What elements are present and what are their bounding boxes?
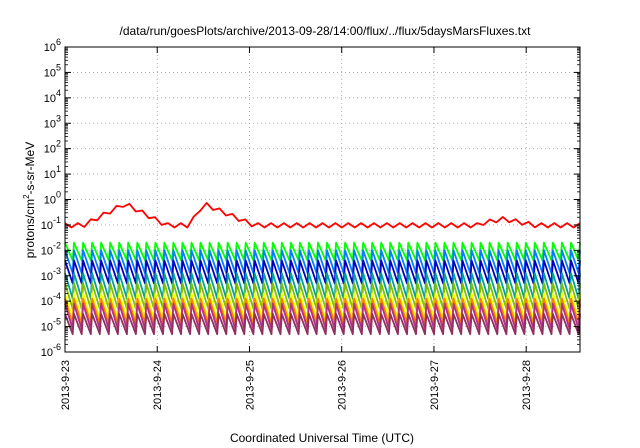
- y-tick-exp: 0: [56, 190, 61, 200]
- x-axis-ticks: 2013-9-23 2013-9-24 2013-9-25 2013-9-26 2013…: [60, 47, 533, 410]
- series-group: [64, 202, 581, 336]
- y-tick-base: 10: [41, 220, 53, 232]
- y-axis-label-main: protons/cm: [23, 199, 37, 258]
- x-tick-label: 2013-9-28: [521, 360, 533, 410]
- y-tick-exp: -1: [53, 215, 61, 225]
- y-tick-label: 102: [44, 139, 61, 156]
- y-tick-base: 10: [44, 144, 56, 156]
- y-tick-label: 100: [44, 190, 61, 207]
- y-tick-exp: 3: [56, 113, 61, 123]
- y-axis-label-sup: 2: [22, 194, 31, 199]
- y-tick-base: 10: [41, 347, 53, 359]
- y-tick-label: 10-5: [41, 317, 61, 334]
- y-tick-base: 10: [44, 169, 56, 181]
- y-tick-exp: -6: [53, 342, 61, 352]
- y-tick-base: 10: [41, 245, 53, 257]
- y-tick-exp: 1: [56, 164, 61, 174]
- x-tick-label: 2013-9-25: [244, 360, 256, 410]
- x-tick-label: 2013-9-24: [152, 360, 164, 410]
- y-tick-base: 10: [44, 67, 56, 79]
- y-axis-label-tail: -s-sr-MeV: [23, 142, 37, 195]
- y-tick-label: 10-2: [41, 240, 61, 257]
- y-tick-exp: 6: [56, 37, 61, 47]
- y-tick-base: 10: [44, 93, 56, 105]
- x-axis-label: Coordinated Universal Time (UTC): [230, 431, 414, 445]
- y-tick-exp: 2: [56, 139, 61, 149]
- y-tick-label: 10-1: [41, 215, 61, 232]
- y-tick-label: 106: [44, 37, 61, 54]
- y-tick-label: 10-4: [41, 291, 61, 308]
- y-tick-base: 10: [41, 296, 53, 308]
- x-tick-label: 2013-9-26: [337, 360, 349, 410]
- y-tick-base: 10: [41, 322, 53, 334]
- y-tick-base: 10: [44, 42, 56, 54]
- y-tick-label: 105: [44, 62, 61, 79]
- series-line-1: [64, 241, 581, 262]
- y-tick-base: 10: [41, 271, 53, 283]
- y-tick-exp: -4: [53, 291, 61, 301]
- series-line-0: [64, 202, 581, 229]
- y-tick-exp: -2: [53, 240, 61, 250]
- x-tick-label: 2013-9-27: [429, 360, 441, 410]
- y-tick-label: 10-3: [41, 266, 61, 283]
- y-tick-label: 10-6: [41, 342, 61, 359]
- y-tick-label: 101: [44, 164, 61, 181]
- y-tick-exp: -5: [53, 317, 61, 327]
- grid-lines: [65, 47, 580, 352]
- y-tick-exp: 4: [56, 88, 61, 98]
- y-tick-base: 10: [44, 195, 56, 207]
- y-tick-base: 10: [44, 118, 56, 130]
- series-line-9: [64, 313, 581, 336]
- plot-frame: [64, 46, 581, 353]
- y-tick-label: 103: [44, 113, 61, 130]
- y-tick-label: 104: [44, 88, 61, 105]
- x-tick-label: 2013-9-23: [60, 360, 72, 410]
- y-axis-label: protons/cm2-s-sr-MeV: [22, 142, 37, 258]
- y-tick-exp: 5: [56, 62, 61, 72]
- y-tick-exp: -3: [53, 266, 61, 276]
- chart-title: /data/run/goesPlots/archive/2013-09-28/1…: [120, 24, 532, 38]
